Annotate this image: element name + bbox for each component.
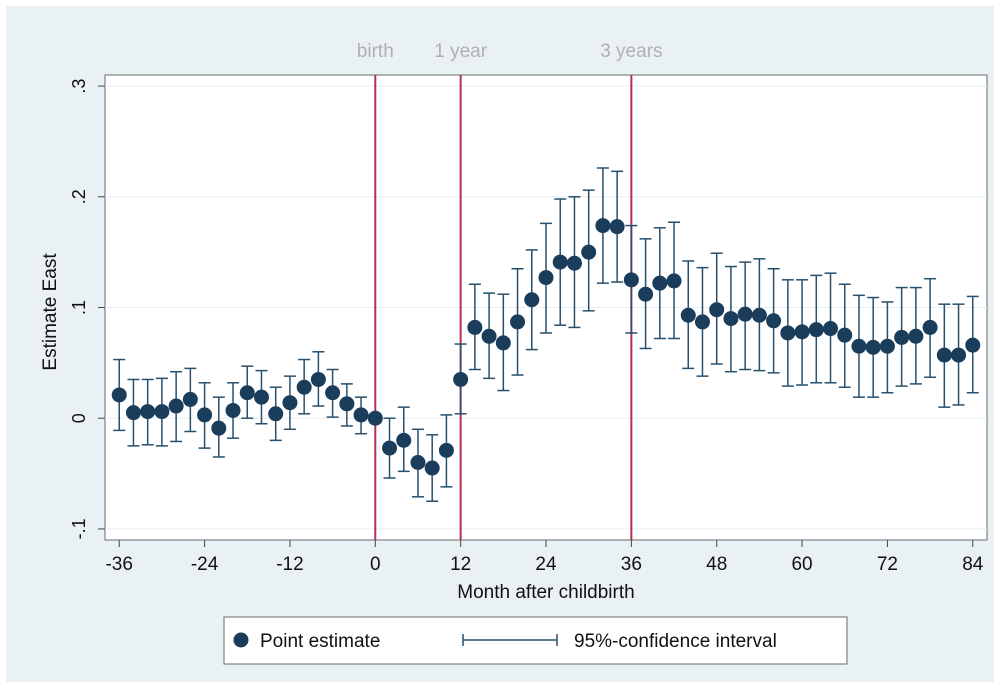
point-40 [680, 307, 696, 323]
point-1 [125, 405, 141, 421]
point-36 [623, 272, 639, 288]
x-tick-label-7: 48 [706, 554, 727, 575]
point-6 [197, 407, 213, 423]
axes: -.1 0 .1 .2 .3 -36 -24 -12 0 12 24 36 48 60 72 84 [69, 79, 984, 575]
point-2 [140, 404, 156, 420]
point-34 [595, 218, 611, 234]
point-11 [268, 406, 284, 422]
point-28 [510, 314, 526, 330]
point-56 [908, 328, 924, 344]
x-tick-label-2: -12 [276, 554, 303, 575]
x-tick-label-8: 60 [791, 554, 812, 575]
point-17 [353, 407, 369, 423]
x-tick-label-6: 36 [621, 554, 642, 575]
point-19 [382, 440, 398, 456]
point-20 [396, 432, 412, 448]
point-25 [467, 319, 483, 335]
point-13 [296, 379, 312, 395]
point-59 [951, 347, 967, 363]
point-39 [666, 273, 682, 289]
point-32 [566, 255, 582, 271]
point-26 [481, 328, 497, 344]
y-tick-label-4: .3 [69, 79, 89, 94]
x-tick-label-4: 12 [450, 554, 471, 575]
point-53 [865, 339, 881, 355]
point-48 [794, 324, 810, 340]
point-4 [168, 398, 184, 414]
point-9 [239, 385, 255, 401]
annotation-label-2: 3 years [600, 41, 662, 62]
x-tick-label-5: 24 [535, 554, 557, 575]
legend-ci-label: 95%-confidence interval [574, 631, 777, 652]
point-54 [879, 338, 895, 354]
point-12 [282, 395, 298, 411]
y-tick-label-1: 0 [69, 413, 89, 423]
annotation-label-1: 1 year [434, 41, 487, 62]
point-31 [552, 254, 568, 270]
point-21 [410, 455, 426, 470]
annotation-label-0: birth [357, 41, 394, 62]
y-axis-label: Estimate East [40, 253, 61, 371]
point-30 [538, 270, 554, 286]
x-tick-label-1: -24 [191, 554, 219, 575]
point-49 [808, 322, 824, 338]
point-29 [524, 292, 540, 308]
point-estimates [111, 218, 981, 476]
point-55 [894, 329, 910, 345]
point-60 [965, 337, 981, 353]
x-tick-label-9: 72 [877, 554, 898, 575]
point-7 [211, 420, 227, 436]
point-47 [780, 325, 796, 341]
point-42 [709, 302, 725, 318]
point-57 [922, 319, 938, 335]
point-5 [182, 391, 198, 407]
point-3 [154, 404, 170, 420]
point-41 [694, 314, 710, 330]
point-37 [638, 286, 654, 302]
x-tick-label-10: 84 [962, 554, 984, 575]
legend-point-label: Point estimate [260, 631, 380, 652]
x-tick-label-3: 0 [370, 554, 381, 575]
point-16 [339, 396, 355, 412]
point-15 [325, 385, 341, 401]
point-8 [225, 402, 241, 418]
point-45 [751, 307, 767, 323]
point-44 [737, 306, 753, 322]
point-24 [453, 371, 469, 387]
point-51 [837, 327, 853, 343]
point-50 [823, 321, 839, 337]
point-43 [723, 311, 739, 327]
point-58 [936, 347, 952, 363]
y-tick-label-0: -.1 [69, 518, 89, 539]
y-tick-label-2: .1 [69, 300, 89, 315]
point-0 [111, 387, 127, 403]
x-axis-label: Month after childbirth [457, 582, 634, 603]
point-27 [495, 335, 511, 351]
legend-point-marker [233, 632, 249, 648]
legend: Point estimate 95%-confidence interval [223, 616, 848, 665]
point-46 [766, 313, 782, 329]
point-33 [581, 244, 597, 260]
point-35 [609, 219, 625, 235]
point-14 [310, 371, 326, 387]
x-tick-label-0: -36 [105, 554, 132, 575]
point-18 [367, 410, 383, 426]
point-38 [652, 275, 668, 291]
point-52 [851, 338, 867, 354]
y-tick-label-3: .2 [69, 189, 89, 204]
point-23 [438, 442, 454, 458]
point-10 [253, 389, 269, 405]
point-22 [424, 460, 440, 476]
